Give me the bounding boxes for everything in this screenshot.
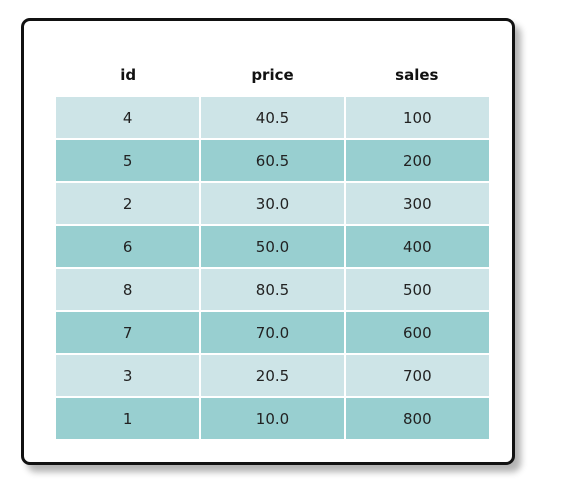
- table-row: 3 20.5 700: [56, 353, 489, 398]
- cell-id: 3: [56, 353, 202, 398]
- cell-sales: 800: [343, 396, 489, 439]
- table-row: 7 70.0 600: [56, 310, 489, 355]
- header-row: id price sales: [56, 53, 489, 97]
- cell-price: 60.5: [199, 138, 346, 183]
- column-header-id: id: [120, 66, 137, 84]
- cell-sales: 500: [343, 267, 489, 312]
- cell-id: 2: [56, 181, 202, 226]
- cell-price: 30.0: [199, 181, 346, 226]
- cell-sales: 700: [343, 353, 489, 398]
- table-row: 4 40.5 100: [56, 97, 489, 140]
- cell-sales: 100: [343, 97, 489, 140]
- cell-price: 50.0: [199, 224, 346, 269]
- cell-id: 8: [56, 267, 202, 312]
- cell-sales: 200: [343, 138, 489, 183]
- column-header-sales: sales: [395, 66, 439, 84]
- cell-sales: 400: [343, 224, 489, 269]
- table-row: 2 30.0 300: [56, 181, 489, 226]
- data-table: id price sales 4 40.5 100 5 60.5 200 2 3…: [56, 53, 489, 439]
- cell-sales: 600: [343, 310, 489, 355]
- column-header-price: price: [251, 66, 294, 84]
- cell-price: 70.0: [199, 310, 346, 355]
- cell-price: 40.5: [199, 97, 346, 140]
- cell-id: 6: [56, 224, 202, 269]
- cell-sales: 300: [343, 181, 489, 226]
- table-row: 8 80.5 500: [56, 267, 489, 312]
- table-row: 6 50.0 400: [56, 224, 489, 269]
- cell-id: 7: [56, 310, 202, 355]
- cell-id: 1: [56, 396, 202, 439]
- cell-price: 20.5: [199, 353, 346, 398]
- table-row: 1 10.0 800: [56, 396, 489, 439]
- cell-id: 5: [56, 138, 202, 183]
- cell-price: 10.0: [199, 396, 346, 439]
- cell-id: 4: [56, 97, 202, 140]
- cell-price: 80.5: [199, 267, 346, 312]
- table-card: id price sales 4 40.5 100 5 60.5 200 2 3…: [21, 18, 515, 465]
- table-row: 5 60.5 200: [56, 138, 489, 183]
